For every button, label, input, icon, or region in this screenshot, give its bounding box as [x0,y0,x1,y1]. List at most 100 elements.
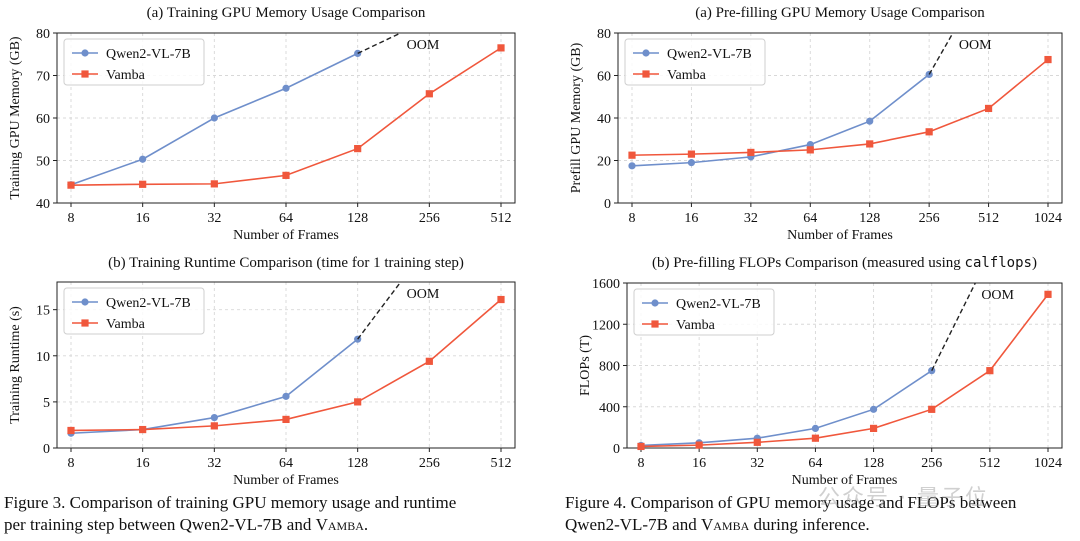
oom-dashed-line [928,32,954,75]
data-point-qwen [210,413,218,422]
series-line-vamba [631,58,1049,156]
x-tick-label: 256 [419,211,440,226]
y-tick-label: 0 [604,197,611,212]
data-point-qwen [282,415,290,424]
chart-title-text: (a) Pre-filling GPU Memory Usage Compari… [695,5,985,21]
chart-title-text: (a) Training GPU Memory Usage Comparison [147,5,426,21]
chart-title-text: (b) Pre-filling FLOPs Comparison (measur… [652,255,964,271]
data-point-qwen [282,392,290,400]
chart-title-code: calflops [965,255,1032,271]
legend-label: Qwen2-VL-7B [676,297,761,312]
x-tick-label: 1024 [1034,211,1062,226]
data-point-qwen [210,422,218,430]
figure4-caption-line1: Figure 4. Comparison of GPU memory usage… [565,493,1017,512]
data-point-qwen [747,148,755,157]
figure4-caption-line2: Qwen2-VL-7B and [565,515,701,534]
x-tick-label: 256 [419,456,440,471]
data-point-qwen [628,151,636,159]
data-point-qwen [210,180,218,188]
y-tick-label: 20 [597,155,611,170]
data-point-qwen [210,114,218,122]
legend-label: Vamba [676,318,716,333]
oom-dashed-line [357,281,402,340]
data-point-qwen [282,84,290,92]
x-tick-label: 512 [978,211,999,226]
y-tick-label: 60 [597,70,611,85]
y-tick-label: 800 [599,360,620,375]
x-tick-label: 16 [136,211,150,226]
x-tick-label: 1024 [1034,456,1062,471]
figure3-caption-model: Vamba [315,515,364,534]
x-tick-label: 32 [207,211,221,226]
data-point-qwen [687,150,696,158]
data-point-qwen [354,398,362,406]
y-tick-label: 70 [36,70,50,85]
oom-dashed-line [357,32,401,55]
legend-marker-circle [642,49,650,57]
chart-title: (b) Training Runtime Comparison (time fo… [108,255,464,271]
y-tick-label: 1600 [592,277,620,292]
data-point-qwen [811,424,820,433]
x-tick-label: 32 [207,456,221,471]
data-point-qwen [497,44,505,52]
data-point-qwen [866,140,874,148]
chart-train-runtime: (b) Training Runtime Comparison (time fo… [8,255,516,488]
x-tick-label: 64 [808,456,822,471]
x-tick-label: 16 [684,211,698,226]
y-tick-label: 60 [36,112,50,127]
legend-marker-circle [81,298,89,306]
x-axis-label: Number of Frames [787,228,893,243]
watermark: 公众号 · 量子位 [818,486,989,511]
data-point-qwen [928,405,936,413]
data-point-qwen [869,424,878,433]
x-tick-label: 256 [919,211,940,226]
oom-label: OOM [959,38,992,53]
x-tick-label: 256 [921,456,942,471]
figure3-caption-suffix: . [363,515,369,534]
x-tick-label: 8 [629,211,636,226]
x-tick-label: 128 [347,456,368,471]
x-tick-label: 512 [491,211,512,226]
x-tick-label: 8 [638,456,645,471]
legend-label: Vamba [106,317,146,332]
data-point-qwen [425,357,433,365]
legend-label: Qwen2-VL-7B [106,47,191,62]
chart-prefill-mem: (a) Pre-filling GPU Memory Usage Compari… [569,5,1063,243]
data-point-qwen [866,117,874,125]
data-point-qwen [806,146,814,154]
legend-box [63,287,205,335]
data-point-qwen [1044,290,1052,298]
data-point-qwen [637,442,645,451]
data-point-qwen [811,434,820,442]
data-point-qwen [67,426,75,435]
y-tick-label: 80 [597,27,611,42]
x-tick-label: 64 [279,456,293,471]
data-point-qwen [753,438,761,446]
chart-title-end: ) [1032,255,1037,271]
legend-marker-square [651,320,659,328]
legend-box [63,38,205,86]
figure3-caption: Figure 3. Comparison of training GPU mem… [4,492,544,536]
legend-box [624,38,766,86]
x-axis-label: Number of Frames [233,228,339,243]
y-tick-label: 5 [43,396,50,411]
y-tick-label: 40 [597,112,611,127]
x-tick-label: 64 [279,211,293,226]
data-point-qwen [354,145,362,153]
figure4-caption-model: Vamba [700,515,750,534]
x-tick-label: 8 [68,456,75,471]
y-tick-label: 0 [43,442,50,457]
chart-title: (b) Pre-filling FLOPs Comparison (measur… [652,255,1037,271]
series-line-qwen [631,73,930,167]
x-tick-label: 16 [136,456,150,471]
y-tick-label: 50 [36,155,50,170]
series-line-vamba [640,293,1049,448]
chart-title: (a) Training GPU Memory Usage Comparison [147,5,426,21]
data-point-qwen [139,155,147,163]
data-point-qwen [67,181,75,189]
figure4-caption: Figure 4. Comparison of GPU memory usage… [565,492,1080,536]
x-tick-label: 32 [744,211,758,226]
legend-marker-circle [81,49,89,57]
x-tick-label: 32 [750,456,764,471]
